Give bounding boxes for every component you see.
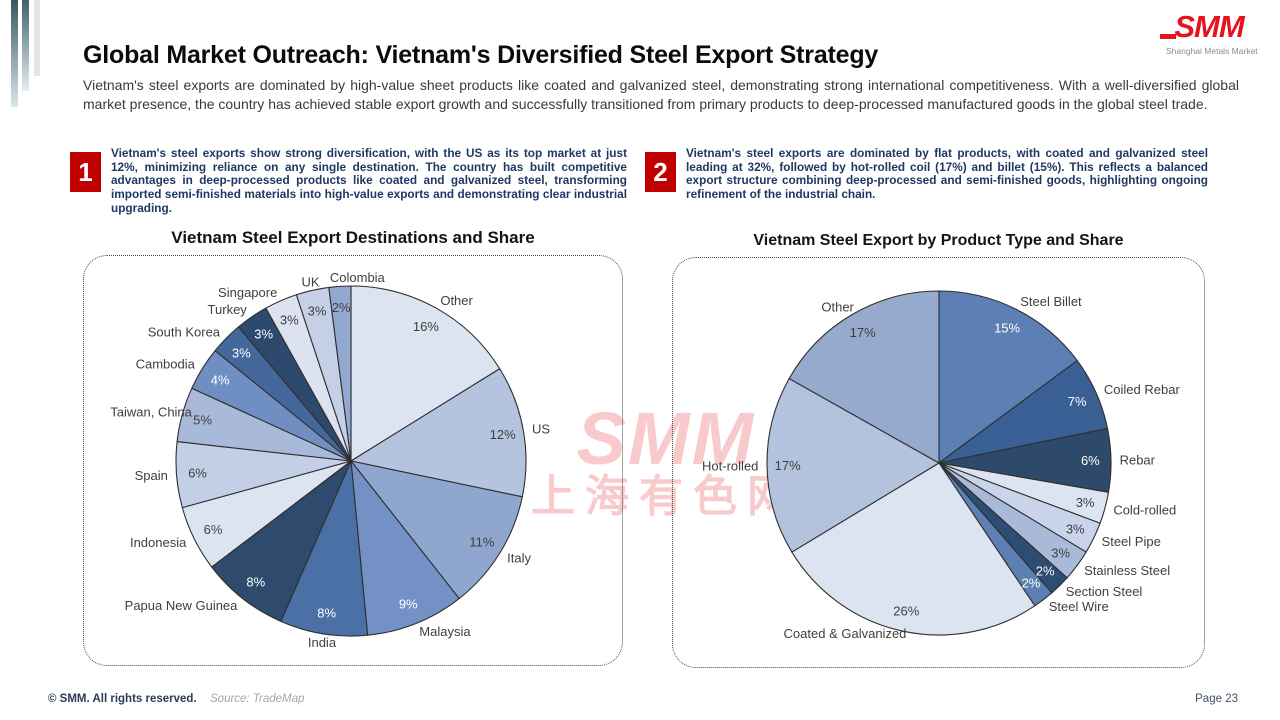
pie-name-label: Italy: [507, 550, 531, 565]
point-2-text: Vietnam's steel exports are dominated by…: [686, 146, 1208, 202]
smm-logo-caption: Shanghai Metals Market: [1166, 46, 1258, 57]
pie-percent-label: 26%: [893, 603, 919, 618]
corner-bar-1: [11, 0, 18, 107]
pie-name-label: Malaysia: [419, 624, 471, 639]
pie-name-label: Other: [440, 293, 473, 308]
pie-slice: [211, 460, 352, 622]
key-point-1: 1 Vietnam's steel exports show strong di…: [70, 146, 627, 215]
corner-bar-2: [22, 0, 29, 91]
pie-percent-label: 3%: [1076, 495, 1095, 510]
destinations-chart: Vietnam Steel Export Destinations and Sh…: [83, 228, 623, 666]
pie-name-label: Other: [821, 300, 854, 315]
pie-name-label: Taiwan, China: [110, 405, 192, 420]
pie-percent-label: 3%: [1051, 546, 1070, 561]
point-1-number-badge: 1: [70, 152, 101, 192]
pie-percent-label: 17%: [775, 458, 801, 473]
pie-percent-label: 5%: [193, 412, 212, 427]
pie-percent-label: 7%: [1068, 394, 1087, 409]
product-type-chart-title: Vietnam Steel Export by Product Type and…: [753, 232, 1124, 249]
pie-slice: [766, 378, 940, 553]
pie-name-label: Papua New Guinea: [125, 598, 239, 613]
pie-percent-label: 8%: [317, 606, 336, 621]
pie-percent-label: 2%: [1036, 563, 1055, 578]
destinations-chart-box: 16% Other 12% US 11% Italy 9% Malaysia 8% India 8%…: [83, 255, 623, 666]
pie-percent-label: 9%: [399, 596, 418, 611]
pie-name-label: Turkey: [208, 302, 248, 317]
pie-name-label: US: [532, 422, 550, 437]
pie-name-label: Cold-rolled: [1113, 503, 1176, 518]
pie-percent-label: 3%: [232, 345, 251, 360]
key-point-2: 2 Vietnam's steel exports are dominated …: [645, 146, 1208, 202]
pie-percent-label: 6%: [204, 522, 223, 537]
pie-percent-label: 11%: [469, 535, 494, 550]
pie-name-label: Stainless Steel: [1084, 563, 1170, 578]
pie-percent-label: 8%: [246, 575, 265, 590]
pie-name-label: Coated & Galvanized: [784, 626, 907, 641]
pie-percent-label: 12%: [490, 427, 516, 442]
pie-name-label: Indonesia: [130, 535, 187, 550]
product-type-chart-box: 15% Steel Billet 7% Coiled Rebar 6% Rebar 3% Co…: [672, 257, 1205, 668]
pie-name-label: Steel Pipe: [1102, 534, 1161, 549]
pie-percent-label: 17%: [850, 325, 876, 340]
smm-logo: SMM Shanghai Metals Market: [1160, 9, 1258, 57]
pie-name-label: Steel Wire: [1049, 599, 1109, 614]
pie-percent-label: 16%: [413, 319, 439, 334]
pie-percent-label: 6%: [188, 466, 207, 481]
intro-paragraph: Vietnam's steel exports are dominated by…: [83, 77, 1239, 112]
footer-source: Source: TradeMap: [210, 693, 305, 705]
pie-percent-label: 6%: [1081, 453, 1100, 468]
pie-percent-label: 3%: [308, 303, 327, 318]
pie-percent-label: 3%: [1066, 521, 1085, 536]
pie-name-label: South Korea: [148, 325, 221, 340]
pie-name-label: Coiled Rebar: [1104, 382, 1181, 397]
pie-name-label: India: [308, 635, 337, 650]
pie-name-label: Singapore: [218, 285, 277, 300]
pie-name-label: Cambodia: [136, 357, 196, 372]
pie-name-label: Section Steel: [1066, 584, 1143, 599]
footer-page-number: Page 23: [1195, 693, 1238, 705]
pie-name-label: Rebar: [1120, 453, 1156, 468]
pie-slice: [350, 460, 460, 636]
pie-slice: [350, 285, 501, 462]
destinations-pie-svg: 16%Other 12% US 11% Italy 9%Malaysia 8% India 8%…: [110, 270, 550, 650]
point-2-number-badge: 2: [645, 152, 676, 192]
pie-name-label: Steel Billet: [1020, 294, 1082, 309]
pie-slice: [791, 462, 1036, 636]
smm-logo-text: SMM: [1160, 9, 1252, 44]
pie-name-label: Hot-rolled: [702, 458, 758, 473]
pie-name-label: UK: [301, 274, 319, 289]
pie-percent-label: 4%: [211, 372, 230, 387]
footer-copyright: © SMM. All rights reserved.: [48, 693, 197, 705]
pie-percent-label: 15%: [994, 320, 1020, 335]
pie-name-label: Colombia: [330, 270, 386, 285]
product-type-chart: Vietnam Steel Export by Product Type and…: [672, 228, 1205, 668]
pie-percent-label: 2%: [1022, 576, 1041, 591]
pie-slice: [328, 285, 352, 462]
pie-slice: [938, 290, 1078, 464]
point-1-text: Vietnam's steel exports show strong dive…: [111, 146, 627, 215]
pie-slice: [350, 460, 523, 600]
pie-percent-label: 3%: [280, 312, 299, 327]
destinations-chart-title: Vietnam Steel Export Destinations and Sh…: [171, 228, 535, 247]
page-title: Global Market Outreach: Vietnam's Divers…: [83, 40, 879, 69]
product-type-pie-svg: 15%Steel Billet 7% Coiled Rebar 6% Rebar 3% Co…: [702, 290, 1181, 641]
pie-name-label: Spain: [135, 468, 168, 483]
pie-slice: [280, 460, 369, 637]
corner-bar-3: [34, 0, 40, 76]
pie-slice: [788, 290, 940, 464]
pie-slice: [350, 368, 527, 498]
pie-percent-label: 3%: [254, 327, 273, 342]
pie-percent-label: 2%: [332, 300, 351, 315]
